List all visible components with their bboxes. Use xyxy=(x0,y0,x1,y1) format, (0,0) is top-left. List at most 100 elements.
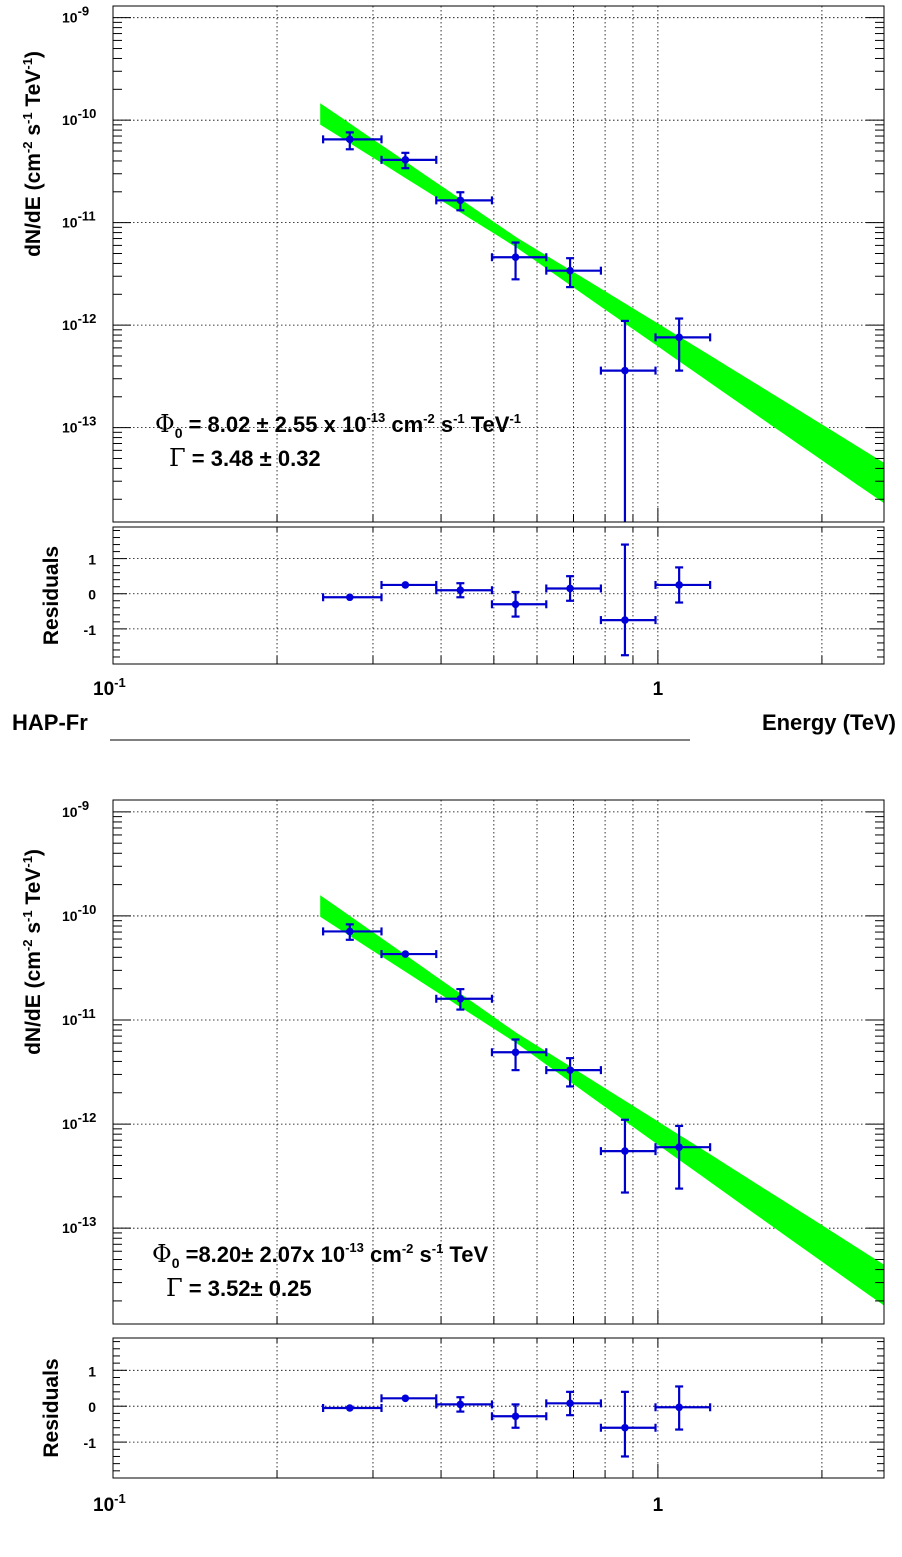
panel2-main-frame xyxy=(112,799,885,1325)
panel2-residual-points xyxy=(322,1385,712,1458)
panel1-ylabel-close: ) xyxy=(22,51,45,58)
panel1-y-tick-base: 10 xyxy=(62,215,78,231)
panel1-phi-annotation: Φ0 = 8.02 ± 2.55 x 10-13 cm-2 s-1 TeV-1 xyxy=(155,410,521,441)
panel1-data-point xyxy=(621,366,629,375)
panel1-grid xyxy=(113,6,884,664)
panel2-y-tick-exp: -12 xyxy=(78,1110,97,1125)
panel2-x-tick-exp: -1 xyxy=(114,1491,126,1506)
panel2-ylabel-tev: TeV xyxy=(22,868,45,911)
panel1-x-tick-base: 10 xyxy=(93,679,114,700)
panel2-y-tick-exp: -11 xyxy=(78,1006,96,1021)
panel2-y-tick-label: 10-11 xyxy=(62,1006,96,1028)
panel1-y-tick-base: 10 xyxy=(62,112,78,128)
panel2-y-tick-base: 10 xyxy=(62,908,78,924)
panel1-gamma-annotation: Γ = 3.48 ± 0.32 xyxy=(169,444,321,472)
panel2-phi-exp: -13 xyxy=(345,1240,364,1255)
panel1-x-tick-label: 10-1 xyxy=(93,675,126,700)
panel2-phi-s-exp: -1 xyxy=(432,1241,444,1256)
panel2-res-y-tick-label: 1 xyxy=(88,1363,96,1379)
panel1-phi-cm: cm xyxy=(385,412,423,437)
panel2-gamma-value: = 3.52± 0.25 xyxy=(183,1276,312,1301)
panel1-phi-tev: TeV xyxy=(465,412,510,437)
panel2-residual-point xyxy=(675,1403,683,1412)
panel1-data-point xyxy=(401,156,410,164)
panel2-phi-annotation: Φ0 =8.20± 2.07x 10-13 cm-2 s-1 TeV xyxy=(152,1240,488,1271)
panel2-residual-point xyxy=(621,1423,629,1432)
panel1-y-tick-label: 10-13 xyxy=(62,414,96,436)
panel1-y-ticks xyxy=(112,17,884,664)
panel1-y-tick-base: 10 xyxy=(62,420,78,436)
panel2-ylabel-s-exp: -1 xyxy=(20,910,35,922)
panel2-phi-tev: TeV xyxy=(443,1242,488,1267)
panel2-y-tick-base: 10 xyxy=(62,1012,78,1028)
panel2-ylabel-close: ) xyxy=(22,849,45,856)
panel2-residual-point xyxy=(511,1412,520,1421)
panel2-y-tick-exp: -10 xyxy=(78,902,97,917)
panel1-residual-point xyxy=(675,581,683,589)
panel2-y-tick-base: 10 xyxy=(62,804,78,820)
panel1-y-tick-base: 10 xyxy=(62,10,78,26)
panel2-y-tick-base: 10 xyxy=(62,1116,78,1132)
panel2-res-y-tick-label: -1 xyxy=(84,1435,97,1451)
panel2-gamma-annotation: Γ = 3.52± 0.25 xyxy=(166,1274,312,1302)
panel1-phi-value: = 8.02 ± 2.55 x 10 xyxy=(182,412,366,437)
panel2-y-tick-base: 10 xyxy=(62,1220,78,1236)
panel1-res-y-tick-label: -1 xyxy=(84,622,97,638)
panel2-ylabel-cm-exp: -2 xyxy=(20,940,35,952)
panel1-residual-point xyxy=(621,616,629,624)
panel2-y-tick-exp: -9 xyxy=(78,798,90,813)
panel2-y-ticks xyxy=(112,811,884,1478)
panel2-res-y-tick-label: 0 xyxy=(88,1399,96,1415)
panel2-phi-sub: 0 xyxy=(172,1255,180,1271)
panel2-y-tick-label: 10-12 xyxy=(62,1110,96,1132)
panel2-grid xyxy=(113,800,884,1478)
panel1-phi-tev-exp: -1 xyxy=(509,411,521,426)
panel1-ylabel-cm-exp: -2 xyxy=(20,142,35,154)
panel1-residual-frame xyxy=(112,526,885,665)
panel1-residual-point xyxy=(345,593,354,602)
panel1-ylabel-s: s xyxy=(22,124,45,142)
panel1-y-axis-title: dN/dE (cm-2 s-1 TeV-1) xyxy=(20,51,45,257)
panel1-residual-point xyxy=(401,581,410,589)
panel1-residual-point xyxy=(456,586,465,595)
panel1-residual-point xyxy=(566,584,574,593)
panel2-residual-frame xyxy=(112,1337,885,1479)
panel2-data-point xyxy=(621,1147,629,1155)
panel1-x-axis-title: Energy (TeV) xyxy=(762,710,896,735)
panel2-phi-s: s xyxy=(413,1242,431,1267)
panel1-residual-point xyxy=(511,600,520,609)
panel1-ylabel-tev-exp: -1 xyxy=(20,58,35,70)
panel2-residual-point xyxy=(456,1400,465,1409)
panel1-corner-label: HAP-Fr xyxy=(12,710,88,735)
panel1-y-tick-label: 10-12 xyxy=(62,311,96,333)
panel2-x-tick-base: 10 xyxy=(93,1495,114,1516)
panel1-y-tick-label: 10-11 xyxy=(62,209,96,231)
panel2-x-tick-label: 1 xyxy=(653,1495,664,1516)
panel1-y-tick-exp: -10 xyxy=(78,106,97,121)
panel1-data-point xyxy=(511,253,520,262)
panel2-residual-point xyxy=(345,1404,354,1412)
panel2-residuals-title: Residuals xyxy=(40,1358,63,1457)
panel2-ylabel-s: s xyxy=(22,922,45,940)
panel2-data-point xyxy=(675,1143,683,1151)
panel1-data-point xyxy=(566,266,574,275)
panel1-phi-symbol: Φ xyxy=(155,410,175,438)
panel2-y-tick-label: 10-10 xyxy=(62,902,96,924)
panel2-data-point xyxy=(345,927,354,936)
panel2-data-point xyxy=(511,1048,520,1057)
panel1-y-tick-exp: -11 xyxy=(78,209,96,224)
panel2-y-tick-label: 10-9 xyxy=(62,798,89,820)
panel1-ylabel-main: dN/dE (cm xyxy=(22,153,45,257)
panel1-phi-cm-exp: -2 xyxy=(423,411,435,426)
panel1-residuals-title: Residuals xyxy=(40,546,63,645)
panel1-main-frame xyxy=(112,5,885,523)
panel1-x-tick-label: 1 xyxy=(653,679,664,700)
panel2-y-tick-label: 10-13 xyxy=(62,1214,96,1236)
panel1-data-point xyxy=(456,196,465,205)
panel2-phi-cm-exp: -2 xyxy=(402,1241,414,1256)
panel2-x-tick-label: 10-1 xyxy=(93,1491,126,1516)
panel1-y-tick-base: 10 xyxy=(62,317,78,333)
